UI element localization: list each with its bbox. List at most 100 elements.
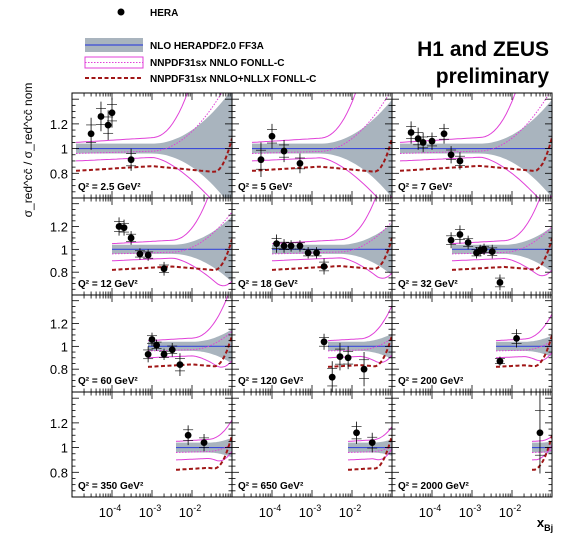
panel-2-plot-area <box>251 93 392 198</box>
panel-3-plot-area <box>399 93 552 198</box>
data-point <box>351 421 362 444</box>
data-point <box>534 392 545 474</box>
curve-nnlo-central <box>496 340 552 352</box>
curve-nnlo-upper <box>532 435 552 442</box>
curve-nnlo-upper <box>75 93 188 143</box>
panel-9: Q² = 200 GeV² <box>391 294 553 393</box>
y-tick-label: 1.2 <box>50 317 68 332</box>
curve-nnllx-central <box>495 335 552 368</box>
data-point <box>494 274 505 291</box>
data-point <box>303 247 314 259</box>
q2-label: Q² = 350 GeV² <box>78 481 144 492</box>
data-point <box>107 97 117 128</box>
data-point <box>446 146 457 164</box>
legend-label-nnlo: NNPDF31sx NNLO FONLL-C <box>150 58 284 69</box>
q2-label: Q² = 18 GeV² <box>238 279 298 290</box>
data-point <box>319 258 330 275</box>
panel-5-plot-area <box>271 198 392 279</box>
q2-label: Q² = 200 GeV² <box>398 376 464 387</box>
legend-entry-nnlo: NNPDF31sx NNLO FONLL-C <box>84 56 284 69</box>
q2-label: Q² = 650 GeV² <box>238 481 304 492</box>
data-point <box>271 234 282 253</box>
data-point <box>255 142 266 177</box>
data-point <box>183 425 194 446</box>
x-tick-label: 10-4 <box>259 503 281 520</box>
data-point <box>327 361 338 392</box>
x-tick-label: 10-4 <box>419 503 441 520</box>
y-tick-label: 1 <box>61 142 68 157</box>
q2-label: Q² = 12 GeV² <box>78 279 138 290</box>
curve-nnlo-lower <box>271 257 392 279</box>
legend-label-nnllx: NNPDF31sx NNLO+NLLX FONLL-C <box>150 74 316 85</box>
curve-nnlo-central <box>111 211 232 255</box>
data-point <box>343 346 354 370</box>
data-point <box>439 123 450 144</box>
data-point <box>134 248 145 260</box>
panel-10: Q² = 350 GeV² <box>71 391 233 498</box>
curve-nnllx-central <box>176 434 232 471</box>
legend-entry-herapdf: NLO HERAPDF2.0 FF3A <box>85 38 264 52</box>
data-point <box>494 356 505 366</box>
curve-nnlo-lower <box>111 257 232 287</box>
y-axis-label: σ_red^cc̄ / σ_red^cc̄ nom <box>21 83 35 218</box>
panel-6: Q² = 32 GeV² <box>391 197 553 296</box>
curve-nnllx-central <box>399 137 552 172</box>
data-point <box>294 240 305 252</box>
data-point <box>311 247 322 259</box>
legend-label-hera: HERA <box>150 8 178 19</box>
axis-labels: 0.8 1 1.2 0.8 1 1.2 0.8 1 1.2 0.8 1 1.2 10-4 10-3 10-2… <box>21 83 553 533</box>
panel-7: Q² = 60 GeV² <box>71 294 233 393</box>
curve-nnlo-upper <box>111 198 209 245</box>
data-point <box>159 261 170 276</box>
curve-nnlo-central <box>348 446 392 453</box>
legend: HERA NLO HERAPDF2.0 FF3A NNPDF31sx NNLO … <box>84 8 316 85</box>
data-point <box>151 339 162 351</box>
data-point <box>143 346 154 363</box>
curve-nnlo-lower <box>147 355 232 368</box>
data-point <box>95 101 106 132</box>
data-point <box>286 240 297 252</box>
curve-nnlo-central <box>176 443 232 453</box>
curve-nnlo-lower <box>176 450 232 462</box>
data-point <box>463 235 474 250</box>
curve-nnllx-central <box>348 434 392 471</box>
data-point <box>279 139 290 163</box>
y-tick-label: 1 <box>61 242 68 257</box>
x-axis-label: xBj <box>537 515 553 533</box>
data-point <box>319 333 330 350</box>
q2-label: Q² = 5 GeV² <box>238 182 293 193</box>
q2-label: Q² = 60 GeV² <box>78 376 138 387</box>
data-point <box>427 132 437 150</box>
panel-8: Q² = 120 GeV² <box>231 294 393 393</box>
data-point <box>126 148 137 171</box>
band-herapdf <box>76 93 232 198</box>
curve-nnllx-central <box>75 138 232 173</box>
panel-10-plot-area <box>175 419 232 471</box>
panel-12-plot-area <box>532 392 552 474</box>
x-tick-label: 10-2 <box>499 503 521 520</box>
title-line-2: preliminary <box>435 65 549 88</box>
plot-title: H1 and ZEUS preliminary <box>417 36 549 90</box>
data-point <box>167 342 178 357</box>
data-point <box>334 342 345 371</box>
curve-nnlo-lower <box>75 156 211 198</box>
x-tick-label: 10-3 <box>459 503 481 520</box>
curve-nnllx-central <box>111 239 232 271</box>
data-point <box>267 123 277 149</box>
data-point <box>174 353 185 377</box>
curve-nnlo-lower <box>399 156 552 198</box>
y-tick-label: 0.8 <box>50 265 68 280</box>
curve-nnlo-upper <box>328 305 392 342</box>
curve-nnlo-central <box>148 331 232 352</box>
legend-marker-hera <box>117 8 125 16</box>
data-point <box>479 243 490 256</box>
panel-grid: Q² = 2.5 GeV² Q² = 5 GeV² Q² = 7 GeV² Q² = … <box>71 92 553 498</box>
panel-1: Q² = 2.5 GeV² <box>71 92 233 199</box>
panel-6-plot-area <box>446 198 552 291</box>
panel-7-plot-area <box>143 295 232 377</box>
q2-label: Q² = 120 GeV² <box>238 376 304 387</box>
data-point <box>511 329 522 348</box>
x-tick-label: 10-2 <box>179 503 201 520</box>
panel-1-plot-area <box>75 93 232 198</box>
y-tick-label: 1.2 <box>50 220 68 235</box>
